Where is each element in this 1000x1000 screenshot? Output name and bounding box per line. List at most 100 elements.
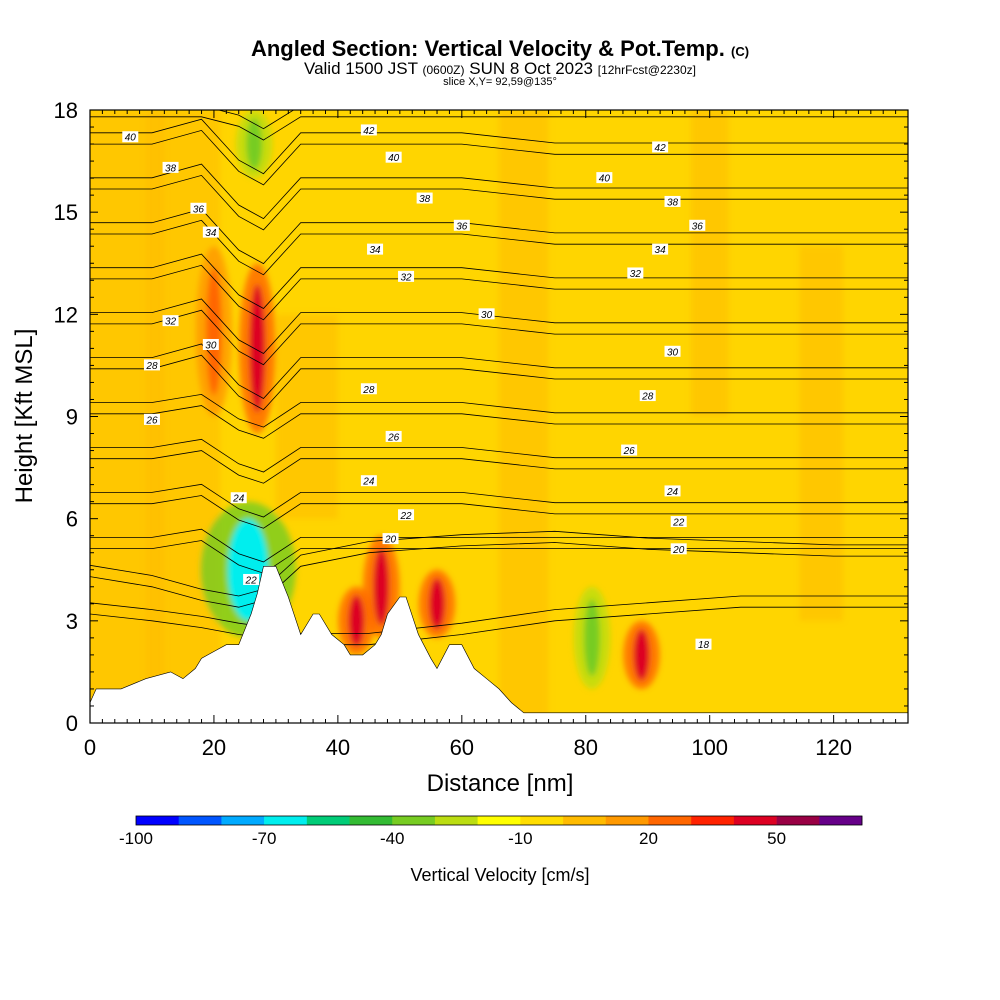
contour-label-bg <box>664 195 681 207</box>
contour-label-bg <box>453 219 470 231</box>
theta-contour-line <box>90 264 908 321</box>
contour-label: 24 <box>230 492 247 505</box>
x-tick-label: 60 <box>450 735 474 760</box>
contour-label: 34 <box>652 243 669 256</box>
field-feature <box>249 284 266 413</box>
contour-label-text: 26 <box>387 432 400 443</box>
contour-label: 26 <box>621 444 638 457</box>
x-tick-label: 40 <box>326 735 350 760</box>
y-tick-label: 18 <box>54 98 78 123</box>
contour-label-text: 18 <box>698 640 710 651</box>
contour-label-text: 30 <box>205 340 217 351</box>
field-band <box>275 314 338 519</box>
colorbar-swatch <box>520 816 564 825</box>
contour-label: 38 <box>162 161 179 174</box>
velocity-field <box>90 110 843 723</box>
contour-label-text: 26 <box>623 446 636 457</box>
contour-label-bg <box>478 308 495 320</box>
y-tick-label: 6 <box>66 507 78 532</box>
contour-label-bg <box>385 430 402 442</box>
contour-label-bg <box>360 475 377 487</box>
contour-label: 28 <box>639 390 656 403</box>
contour-label: 22 <box>670 516 687 529</box>
colorbar-swatch <box>563 816 607 825</box>
contour-label-bg <box>360 124 377 136</box>
contour-label-text: 38 <box>165 163 177 174</box>
contour-label-bg <box>202 226 219 238</box>
forecast-info: [12hrFcst@2230z] <box>597 63 696 77</box>
contour-label-text: 28 <box>145 361 158 372</box>
slice-info: slice X,Y= 92,59@135° <box>443 76 557 88</box>
contour-label: 30 <box>664 345 681 358</box>
title-main: Angled Section: Vertical Velocity & Pot.… <box>250 36 725 61</box>
contour-label: 26 <box>143 413 160 426</box>
contour-label-text: 42 <box>363 126 375 137</box>
colorbar-swatch <box>349 816 393 825</box>
x-tick-label: 0 <box>84 735 96 760</box>
contour-label: 34 <box>202 226 219 239</box>
theta-contour-line <box>90 298 908 355</box>
contour-label: 36 <box>190 202 207 215</box>
contour-label-text: 20 <box>384 535 397 546</box>
contour-label-bg <box>664 485 681 497</box>
contour-label: 24 <box>360 475 377 488</box>
contour-label-text: 32 <box>400 272 412 283</box>
chart-title: Angled Section: Vertical Velocity & Pot.… <box>0 36 1000 62</box>
contour-label-text: 36 <box>193 204 205 215</box>
contour-label: 26 <box>385 430 402 443</box>
colorbar-tick-label: 20 <box>639 829 658 848</box>
colorbar-tick-label: -40 <box>380 829 405 848</box>
terrain <box>90 566 908 723</box>
contour-label-bg <box>243 573 260 585</box>
theta-contour-line <box>90 174 908 231</box>
contour-label-bg <box>689 219 706 231</box>
contour-label: 42 <box>652 141 669 154</box>
contour-label-bg <box>416 192 433 204</box>
field-band <box>499 110 549 723</box>
x-tick-label: 100 <box>691 735 728 760</box>
contour-label-text: 40 <box>599 174 611 185</box>
contour-label: 22 <box>243 573 260 586</box>
colorbar-tick-label: -10 <box>508 829 533 848</box>
contour-label-bg <box>664 345 681 357</box>
valid-time: Valid 1500 JST <box>304 59 418 78</box>
theta-contour-line <box>90 116 908 141</box>
contour-label-bg <box>670 543 687 555</box>
x-tick-label: 120 <box>815 735 852 760</box>
contour-label-text: 42 <box>655 143 667 154</box>
theta-contour-line <box>90 393 908 428</box>
theta-contour-line <box>90 219 908 276</box>
colorbar-swatch <box>136 816 180 825</box>
colorbar-tick-label: -70 <box>252 829 277 848</box>
contour-label: 24 <box>664 485 681 498</box>
contour-label: 38 <box>664 195 681 208</box>
x-axis-label: Distance [nm] <box>427 770 574 797</box>
contour-label: 40 <box>122 131 139 144</box>
contour-label-text: 24 <box>666 487 679 498</box>
contour-label: 38 <box>416 192 433 205</box>
contour-label-text: 34 <box>369 245 381 256</box>
contour-label: 32 <box>162 315 179 328</box>
contour-label-bg <box>143 413 160 425</box>
contour-label-text: 26 <box>145 415 158 426</box>
colorbar-swatch <box>221 816 265 825</box>
contour-label: 34 <box>367 243 384 256</box>
contour-label-bg <box>122 131 139 143</box>
contour-label: 36 <box>453 219 470 232</box>
contour-label-bg <box>398 509 415 521</box>
colorbar-swatch <box>691 816 735 825</box>
contour-label-bg <box>367 243 384 255</box>
theta-contour-line <box>90 438 908 473</box>
colorbar-label: Vertical Velocity [cm/s] <box>410 865 589 885</box>
plot-area: 40 38 36 34 32 30 28 26 24 22 42 40 38 36 34 32 30 28 26 24… <box>90 110 908 723</box>
contour-label-text: 38 <box>419 194 431 205</box>
colorbar-swatch <box>605 816 649 825</box>
field-feature <box>348 595 365 647</box>
y-tick-label: 12 <box>54 302 78 327</box>
colorbar-tick-label: -100 <box>119 829 153 848</box>
x-tick-label: 80 <box>574 735 598 760</box>
contour-label: 42 <box>360 124 377 137</box>
contour-label-text: 28 <box>362 385 375 396</box>
contour-label-text: 36 <box>692 221 704 232</box>
contour-label: 36 <box>689 219 706 232</box>
